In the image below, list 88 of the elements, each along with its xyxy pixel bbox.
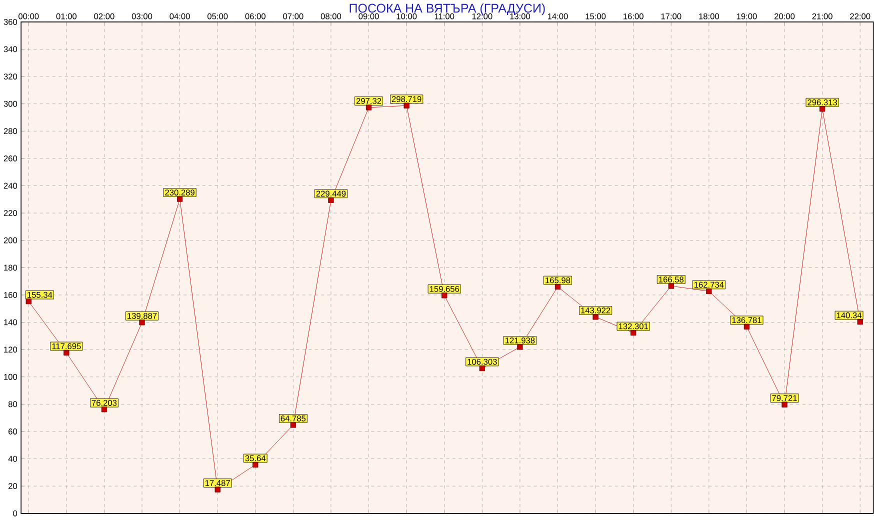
y-tick-label: 280 [4,128,18,134]
data-label: 165.98 [546,277,570,284]
x-tick-label: 15:00 [586,13,606,20]
x-tick-label: 09:00 [358,13,379,20]
data-label: 64.785 [280,416,306,422]
point [404,102,410,108]
y-tick-label: 40 [8,456,18,462]
x-tick-label: 07:00 [283,13,304,20]
x-tick-label: 18:00 [699,13,720,20]
point [64,350,70,356]
data-label: 140.34 [836,312,862,318]
y-tick-label: 20 [8,483,18,490]
data-label: 117.695 [52,343,81,350]
point [517,344,523,350]
data-label: 17.487 [205,480,230,486]
x-tick-label: 19:00 [736,13,757,20]
point [554,284,561,290]
x-tick-label: 17:00 [661,13,682,20]
point [630,330,636,336]
y-tick-label: 260 [4,156,18,162]
point [101,406,108,412]
x-tick-label: 02:00 [94,13,114,20]
y-tick-label: 300 [4,100,18,107]
point [139,320,145,326]
point [252,462,258,468]
x-tick-label: 13:00 [510,13,530,20]
x-tick-label: 11:00 [434,13,454,20]
data-label: 297.32 [356,98,382,104]
x-tick-label: 12:00 [472,13,492,20]
point [706,288,712,294]
data-label: 121.938 [506,338,535,344]
data-label: 35.64 [245,455,266,462]
y-tick-label: 200 [4,237,18,244]
x-tick-label: 21:00 [812,13,832,20]
x-tick-label: 16:00 [624,13,644,20]
x-tick-label: 10:00 [396,13,417,20]
data-label: 155.34 [28,292,52,298]
point [782,402,788,408]
data-label: 229.449 [316,190,346,197]
data-label: 298.719 [392,96,422,102]
point [176,196,183,202]
point [290,422,296,428]
y-tick-label: 220 [4,210,18,216]
data-label: 296.313 [808,100,837,106]
x-tick-label: 03:00 [132,13,152,20]
y-tick-label: 180 [4,264,18,271]
y-tick-label: 140 [4,319,18,326]
point [214,486,220,492]
point [857,319,863,325]
y-tick-label: 100 [4,374,18,380]
point [366,104,372,110]
y-tick-label: 240 [4,182,18,189]
data-label: 143.922 [581,308,610,314]
y-tick-label: 80 [8,401,18,408]
data-label: 76.203 [92,400,117,406]
x-tick-label: 08:00 [320,13,342,20]
data-label: 106.303 [468,358,497,365]
point [442,292,448,298]
x-tick-label: 14:00 [548,13,568,20]
y-tick-label: 0 [13,510,18,516]
y-tick-label: 120 [4,346,18,353]
x-tick-label: 22:00 [850,13,870,20]
data-label: 159.656 [430,286,460,292]
x-tick-label: 01:00 [56,13,77,20]
y-tick-label: 160 [4,292,18,298]
y-tick-label: 360 [4,19,18,25]
point [26,298,32,304]
point [744,324,750,330]
point [592,314,598,320]
data-label: 136.781 [732,317,762,324]
y-tick-label: 340 [4,46,18,52]
point [479,366,485,372]
x-tick-label: 04:00 [170,13,190,20]
data-label: 132.301 [618,323,648,330]
point [668,283,674,289]
x-tick-label: 20:00 [774,13,795,20]
data-label: 162.734 [694,282,724,288]
point [820,106,826,112]
point [328,197,334,204]
y-tick-label: 60 [8,428,18,435]
data-label: 139.887 [128,313,157,319]
x-tick-label: 05:00 [207,13,228,20]
data-label: 230.289 [165,190,194,196]
x-tick-label: 00:00 [18,13,39,20]
x-tick-label: 06:00 [245,13,266,20]
data-label: 166.58 [659,276,684,283]
y-tick-label: 320 [4,74,18,80]
data-label: 79.721 [772,395,797,402]
